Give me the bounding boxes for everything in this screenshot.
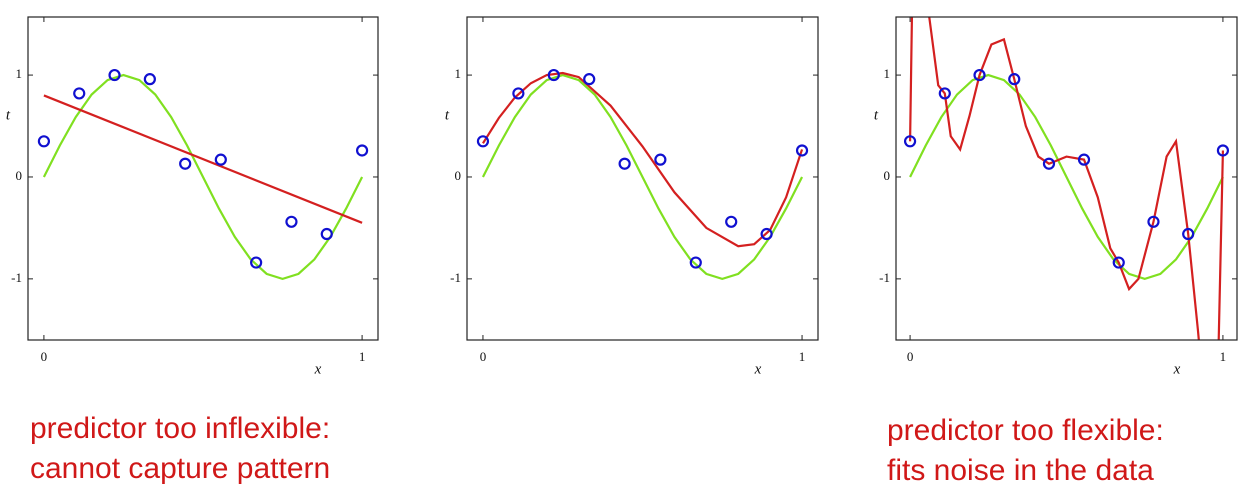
x-axis-label: x bbox=[754, 361, 762, 377]
plot bbox=[903, 17, 1230, 340]
x-tick-label: 0 bbox=[41, 349, 48, 364]
data-point bbox=[250, 256, 263, 269]
curve bbox=[909, 73, 1224, 281]
y-tick-label: 1 bbox=[455, 66, 462, 81]
data-point bbox=[512, 87, 525, 100]
data-point bbox=[760, 227, 773, 241]
data-point bbox=[795, 144, 809, 157]
caption: fits noise in the data bbox=[887, 454, 1154, 487]
data-point bbox=[320, 227, 333, 241]
x-tick-label: 1 bbox=[359, 349, 366, 364]
y-tick-label: -1 bbox=[11, 270, 22, 285]
data-point bbox=[1008, 73, 1021, 86]
data-point bbox=[214, 153, 227, 166]
data-point bbox=[285, 215, 298, 228]
x-tick-label: 0 bbox=[907, 349, 914, 364]
data-point bbox=[1216, 144, 1230, 157]
y-tick-label: -1 bbox=[450, 270, 461, 285]
y-tick-label: 0 bbox=[16, 168, 23, 183]
y-tick-label: 1 bbox=[16, 66, 23, 81]
data-point bbox=[1042, 157, 1056, 170]
data-point bbox=[725, 215, 738, 228]
data-point bbox=[1112, 256, 1125, 269]
data-point bbox=[143, 73, 156, 86]
caption: cannot capture pattern bbox=[30, 452, 330, 485]
x-tick-label: 1 bbox=[1220, 349, 1227, 364]
y-tick-label: -1 bbox=[879, 270, 890, 285]
data-point bbox=[108, 68, 121, 82]
data-point bbox=[903, 135, 917, 148]
data-point bbox=[73, 87, 86, 100]
data-point bbox=[618, 157, 631, 170]
data-point bbox=[179, 157, 192, 170]
y-tick-label: 1 bbox=[884, 66, 891, 81]
y-axis-label: t bbox=[6, 107, 11, 123]
y-axis-label: t bbox=[445, 107, 450, 123]
data-point bbox=[973, 68, 986, 82]
data-point bbox=[583, 73, 596, 86]
axes-box bbox=[27, 16, 379, 341]
axes-box bbox=[466, 16, 819, 341]
data-point bbox=[37, 135, 51, 148]
curve bbox=[482, 71, 804, 248]
curve bbox=[42, 73, 364, 281]
data-point bbox=[1182, 227, 1195, 241]
x-axis-label: x bbox=[1173, 361, 1181, 377]
curve bbox=[43, 94, 363, 224]
x-tick-label: 0 bbox=[480, 349, 487, 364]
data-point bbox=[1077, 153, 1091, 166]
caption: predictor too flexible: bbox=[887, 414, 1164, 447]
data-point bbox=[476, 135, 490, 148]
y-axis-label: t bbox=[874, 107, 879, 123]
data-point bbox=[547, 68, 560, 82]
data-point bbox=[938, 87, 951, 100]
axes-box bbox=[895, 16, 1238, 341]
data-point bbox=[355, 144, 369, 157]
curve bbox=[481, 73, 804, 281]
data-point bbox=[689, 256, 702, 269]
curve bbox=[908, 17, 1225, 340]
y-tick-label: 0 bbox=[455, 168, 462, 183]
caption: predictor too inflexible: bbox=[30, 412, 330, 445]
x-tick-label: 1 bbox=[799, 349, 806, 364]
y-tick-label: 0 bbox=[884, 168, 891, 183]
data-point bbox=[654, 153, 667, 166]
plot bbox=[476, 68, 809, 281]
plot bbox=[37, 68, 369, 281]
x-axis-label: x bbox=[314, 361, 322, 377]
data-point bbox=[1147, 215, 1160, 228]
